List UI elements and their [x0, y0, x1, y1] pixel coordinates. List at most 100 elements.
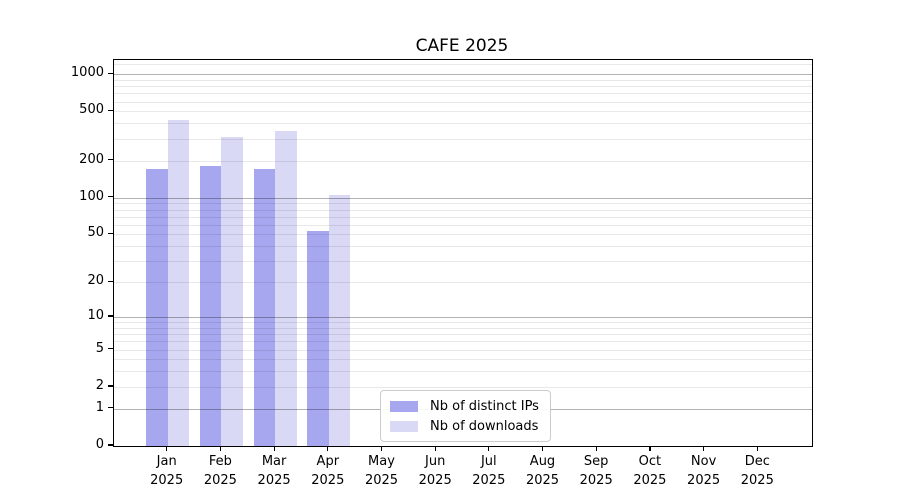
gridline-minor	[114, 93, 812, 95]
y-axis-tick-label: 20	[87, 273, 104, 289]
x-axis-year: 2025	[150, 473, 184, 488]
gridline-minor	[114, 282, 812, 284]
x-axis-tick-label: Sep 2025	[564, 452, 628, 490]
gridline-minor	[114, 261, 812, 263]
x-axis-tick	[380, 446, 383, 451]
y-axis-tick	[108, 109, 113, 112]
y-axis-tick	[108, 385, 113, 387]
gridline-minor	[114, 359, 812, 361]
gridline-major	[114, 316, 812, 318]
legend-swatch-distinct-ips	[390, 400, 418, 412]
y-axis-tick-label: 1000	[70, 65, 104, 81]
x-axis-tick-label: Jan 2025	[135, 452, 199, 490]
y-axis-tick	[108, 407, 113, 409]
x-axis-month: Jan	[156, 454, 177, 469]
x-axis-tick-label: Feb 2025	[188, 452, 252, 490]
x-axis-tick	[541, 446, 544, 451]
x-axis-year: 2025	[579, 473, 613, 488]
legend-row-distinct-ips: Nb of distinct IPs	[390, 396, 539, 416]
bar-downloads	[221, 136, 243, 446]
legend-label-distinct-ips: Nb of distinct IPs	[430, 398, 539, 414]
x-axis-tick	[595, 446, 597, 451]
bar-distinct-ips	[146, 169, 168, 446]
x-axis-year: 2025	[257, 473, 291, 488]
x-axis-month: Jul	[480, 454, 497, 469]
x-axis-tick	[703, 446, 705, 451]
gridline-minor	[114, 349, 812, 351]
x-axis-year: 2025	[472, 473, 506, 488]
x-axis-tick-label: Jun 2025	[403, 452, 467, 490]
y-axis-tick-label: 2	[95, 377, 104, 393]
x-axis-tick-label: Nov 2025	[672, 452, 736, 490]
x-axis-year: 2025	[364, 473, 399, 488]
x-axis-tick-label: Aug 2025	[511, 452, 575, 490]
gridline-minor	[114, 203, 812, 205]
bar-downloads	[167, 120, 190, 446]
x-axis-month: Aug	[529, 454, 556, 469]
x-axis-tick-label: Mar 2025	[242, 452, 306, 490]
y-axis-tick	[108, 444, 113, 446]
x-axis-month: Dec	[744, 454, 770, 469]
x-axis-year: 2025	[418, 473, 452, 488]
gridline-minor	[114, 138, 812, 140]
x-axis-year: 2025	[525, 473, 560, 488]
x-axis-month: Feb	[208, 454, 232, 469]
gridline-minor	[114, 386, 812, 388]
gridline-minor	[114, 160, 812, 162]
gridline-minor	[114, 327, 812, 329]
gridline-minor	[114, 111, 812, 113]
x-axis-tick	[649, 446, 651, 451]
x-axis-tick	[166, 446, 168, 451]
y-axis-tick	[108, 232, 113, 235]
bar-distinct-ips	[253, 168, 276, 446]
x-axis-tick-label: Dec 2025	[725, 452, 789, 490]
x-axis-tick	[434, 446, 436, 451]
x-axis-month: Oct	[638, 454, 662, 469]
y-axis-tick-label: 500	[79, 102, 104, 118]
gridline-minor	[114, 234, 812, 236]
gridline-minor	[114, 64, 812, 66]
y-axis-tick-label: 1	[95, 399, 104, 415]
x-axis-month: Nov	[690, 454, 717, 469]
gridline-minor	[114, 322, 812, 324]
bar-distinct-ips	[199, 165, 222, 446]
y-axis-tick-label: 0	[95, 437, 104, 452]
y-axis-tick-label: 50	[87, 225, 104, 241]
y-axis-tick	[108, 348, 113, 350]
gridline-minor	[114, 123, 812, 125]
legend-swatch-downloads	[390, 420, 418, 432]
x-axis-tick-label: Oct 2025	[618, 452, 682, 490]
gridline-minor	[114, 224, 812, 226]
bar-downloads	[328, 195, 351, 446]
x-axis-year: 2025	[203, 473, 237, 488]
y-axis-tick-label: 10	[87, 307, 104, 323]
x-axis-tick	[219, 446, 222, 451]
bar-downloads	[275, 131, 297, 446]
gridline-minor	[114, 79, 812, 81]
x-axis-tick-label: May 2025	[350, 452, 414, 490]
x-axis-month: Apr	[316, 454, 340, 469]
gridline-minor	[114, 371, 812, 373]
y-axis-tick	[108, 280, 113, 282]
x-axis-month: Jun	[425, 454, 446, 469]
y-axis-tick	[108, 315, 113, 317]
gridline-minor	[114, 101, 812, 103]
gridline-minor	[114, 341, 812, 343]
y-axis-tick	[108, 196, 113, 198]
legend: Nb of distinct IPs Nb of downloads	[380, 390, 551, 442]
y-axis-tick-label: 5	[95, 340, 104, 356]
x-axis-year: 2025	[687, 473, 721, 488]
y-axis-tick	[108, 72, 113, 74]
x-axis-tick	[488, 446, 490, 451]
gridline-major	[114, 197, 812, 199]
x-axis-tick	[273, 446, 275, 451]
x-axis-month: Mar	[261, 454, 287, 469]
plot-area	[113, 59, 813, 447]
legend-row-downloads: Nb of downloads	[390, 416, 539, 436]
x-axis-year: 2025	[311, 473, 345, 488]
gridline-minor	[114, 209, 812, 211]
x-axis-year: 2025	[740, 473, 774, 488]
gridline-major	[114, 74, 812, 76]
x-axis-tick-label: Apr 2025	[296, 452, 360, 490]
legend-label-downloads: Nb of downloads	[430, 418, 539, 434]
